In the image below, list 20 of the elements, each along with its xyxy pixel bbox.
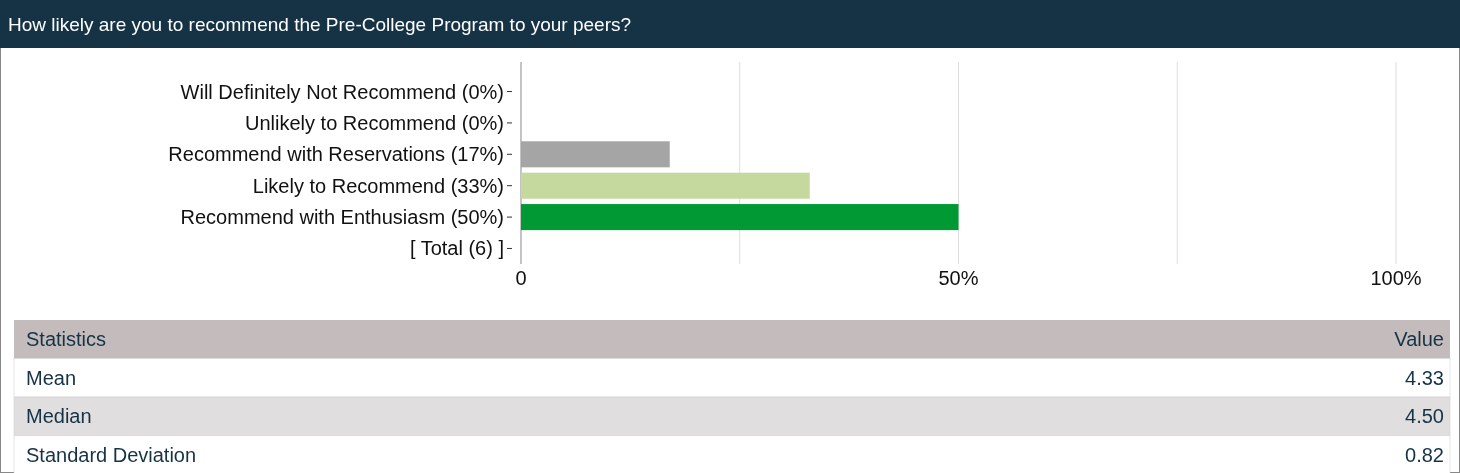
x-tick-label: 0 [515, 267, 527, 289]
y-tick-label: Unlikely to Recommend (0%) [245, 111, 504, 134]
text: Value [1394, 328, 1444, 350]
data-label: 4.33 [1405, 366, 1444, 389]
category-label: Standard Deviation [26, 443, 197, 466]
text: Statistics [26, 328, 107, 350]
data-label: 4.50 [1405, 405, 1444, 427]
y-tick-label: [ Total (6) ] [409, 237, 504, 260]
y-tick-label: Recommend with Enthusiasm (50%) [180, 206, 504, 229]
y-tick-label: Will Definitely Not Recommend (0%) [180, 80, 504, 103]
bar [521, 204, 959, 231]
data-label: 0.82 [1405, 443, 1444, 466]
category-label: Mean [26, 366, 77, 389]
text: How likely are you to recommend the Pre-College Program to your peers? [8, 14, 632, 35]
x-tick-label: 100% [1370, 267, 1422, 289]
x-tick-label: 50% [938, 267, 979, 289]
bar [521, 172, 810, 199]
y-tick-label: Recommend with Reservations (17%) [168, 143, 504, 166]
category-label: Median [26, 405, 92, 427]
y-tick-label: Likely to Recommend (33%) [252, 174, 504, 197]
